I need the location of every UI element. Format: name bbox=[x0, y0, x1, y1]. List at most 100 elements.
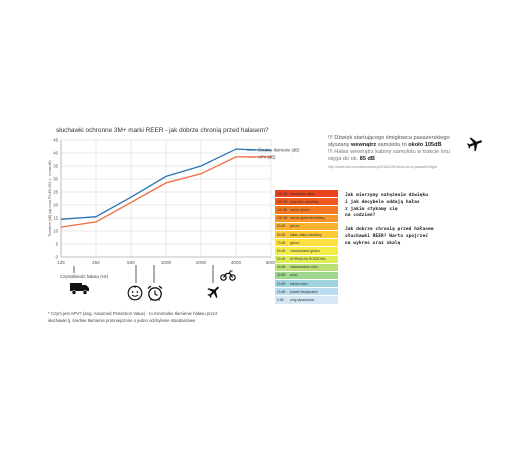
noise-scale-row: 40 dB umiarkowanie cicho bbox=[275, 263, 338, 272]
noise-scale-desc: próg bólu, szkodliwy bbox=[290, 199, 319, 204]
noise-scale-row: 30 dB cicho bbox=[275, 271, 338, 281]
baby-face-icon bbox=[127, 285, 143, 301]
data-point-2 bbox=[60, 226, 62, 228]
y-tick-label: 0 bbox=[56, 255, 59, 260]
footnote: * Czym jest APV? (ang. Assumed Protectio… bbox=[48, 311, 218, 325]
noise-scale-db: 50 dB bbox=[277, 257, 286, 262]
y-tick-label: 40 bbox=[53, 151, 58, 156]
data-point-2 bbox=[130, 202, 132, 203]
legend-label: Średnie tłumienie (dB) bbox=[258, 148, 300, 153]
legend-label: APV (dB) bbox=[258, 155, 276, 160]
data-point-2 bbox=[95, 221, 97, 223]
noise-scale-row: 130 dB przeraźliwy hałas bbox=[275, 190, 338, 199]
data-point-1 bbox=[235, 148, 237, 150]
noise-scale-desc: prawie niesłyszalne bbox=[290, 289, 318, 294]
note-line-4: sięga do ok. 85 dB bbox=[328, 156, 375, 162]
note-line-1: !!! Dźwięk startującego śmigłowca pasaże… bbox=[328, 135, 450, 141]
noise-scale-desc: cicho bbox=[290, 273, 298, 278]
data-point-1 bbox=[60, 218, 62, 220]
noise-scale-desc: bardzo głośno/szkodliwy bbox=[290, 216, 325, 221]
x-tick-label: 1000 bbox=[161, 260, 172, 265]
note-line-2: słyszany wewnątrz samolotu to około 105d… bbox=[328, 142, 442, 148]
airplane-icon bbox=[466, 137, 482, 152]
data-point-1 bbox=[165, 176, 167, 177]
noise-scale-desc: hałas, słabo szkodliwy bbox=[290, 232, 322, 237]
footnote-line: * Czym jest APV? (ang. Assumed Protectio… bbox=[48, 311, 218, 316]
noise-scale-row: 20 dB bardzo cicho bbox=[275, 280, 338, 289]
noise-scale-db: 40 dB bbox=[277, 265, 286, 270]
y-tick-label: 30 bbox=[53, 177, 58, 182]
noise-scale-row: 120 dB próg bólu, szkodliwy bbox=[275, 198, 338, 207]
alarm-clock-icon bbox=[147, 285, 163, 301]
noise-scale-db: 90 dB bbox=[277, 224, 286, 229]
noise-scale-row: 10 dB prawie niesłyszalne bbox=[275, 288, 338, 297]
note-line-2-bold-1: wewnątrz bbox=[351, 142, 377, 148]
data-point-2 bbox=[165, 182, 167, 184]
question-1: Jak mierzymy natężenie dźwięku i jak dec… bbox=[345, 193, 428, 220]
question-2-line: słuchawki REER? Warto spojrzeć bbox=[345, 233, 428, 239]
noise-scale-row: 70 dB głośno bbox=[275, 239, 338, 248]
x-tick-label: 250 bbox=[92, 260, 100, 265]
question-2-line: Jak dobrze chronią przed hałasem bbox=[345, 227, 434, 232]
note-line-2-prefix: słyszany bbox=[328, 142, 352, 148]
x-tick-label: 4000 bbox=[231, 260, 242, 265]
noise-scale-db: 10 dB bbox=[277, 289, 286, 294]
question-2: Jak dobrze chronią przed hałasem słuchaw… bbox=[345, 227, 434, 247]
y-tick-label: 25 bbox=[53, 190, 58, 195]
noise-scale-db: 80 dB bbox=[277, 232, 286, 237]
source-link[interactable]: http://www.bbc.com/future/story/20160226… bbox=[328, 165, 437, 169]
noise-scale-db: 60 dB bbox=[277, 248, 286, 253]
chart-title: słuchawki ochronne 3M+ marki REER - jak … bbox=[56, 127, 269, 134]
data-point-1 bbox=[95, 216, 97, 218]
x-tick-label: 125 bbox=[57, 260, 65, 265]
noise-scale-db: 30 dB bbox=[277, 273, 286, 278]
noise-scale-db: 110 dB bbox=[277, 207, 287, 212]
y-tick-label: 15 bbox=[53, 216, 58, 221]
data-point-2 bbox=[200, 173, 202, 175]
noise-scale: 130 dB przeraźliwy hałas 120 dB próg bólu, … bbox=[275, 190, 338, 305]
noise-scale-row: 110 dB bardzo głośno bbox=[275, 206, 338, 215]
noise-scale-db: 70 dB bbox=[277, 240, 286, 245]
note-line-2-bold-2: około 105dB bbox=[408, 142, 442, 148]
noise-scale-db: 120 dB bbox=[277, 199, 288, 204]
question-2-line: na wykres oraz skalę bbox=[345, 240, 401, 246]
noise-scale-db: 100 dB bbox=[277, 216, 288, 221]
note-line-4-bold: 85 dB bbox=[359, 156, 375, 162]
noise-scale-desc: głośno bbox=[290, 240, 300, 245]
noise-scale-db: 20 dB bbox=[277, 281, 286, 286]
question-1-line: z jakim stykamy się bbox=[345, 206, 398, 212]
note-line-4-prefix: sięga do ok. bbox=[328, 156, 360, 162]
noise-scale-row: 50 dB NORMALNA ROZMOWA bbox=[275, 255, 338, 264]
y-tick-label: 5 bbox=[56, 242, 59, 247]
noise-scale-row: 0 dB próg słyszalności bbox=[275, 296, 338, 305]
note-line-2-mid: samolotu to bbox=[376, 142, 409, 148]
x-tick-label: 500 bbox=[127, 260, 135, 265]
data-point-1 bbox=[270, 150, 272, 151]
noise-scale-row: 100 dB bardzo głośno/szkodliwy bbox=[275, 214, 338, 223]
truck-icon bbox=[70, 283, 89, 295]
y-axis-label: Tłumienie [dB] (wg norm PN-EN 352-1 : no… bbox=[48, 160, 52, 237]
data-point-1 bbox=[130, 196, 132, 198]
y-tick-label: 10 bbox=[53, 229, 58, 234]
noise-scale-desc: umiarkowanie cicho bbox=[290, 265, 318, 270]
question-1-line: na codzień? bbox=[345, 213, 376, 219]
noise-scale-db: 0 dB bbox=[277, 298, 284, 303]
noise-scale-desc: bardzo głośno bbox=[290, 207, 311, 212]
question-1-line: Jak mierzymy natężenie dźwięku bbox=[345, 193, 428, 198]
noise-scale-db: 130 dB bbox=[277, 191, 288, 196]
x-tick-label: 2000 bbox=[196, 260, 207, 265]
motorcycle-icon bbox=[220, 270, 236, 281]
noise-scale-row: 80 dB hałas, słabo szkodliwy bbox=[275, 230, 338, 240]
noise-scale-row: 90 dB głośno bbox=[275, 222, 338, 231]
y-tick-label: 35 bbox=[53, 164, 58, 169]
noise-scale-desc: przeraźliwy hałas bbox=[290, 191, 315, 196]
y-tick-label: 20 bbox=[53, 203, 58, 208]
noise-scale-desc: próg słyszalności bbox=[290, 298, 315, 303]
airplane-icon bbox=[207, 286, 219, 299]
noise-scale-desc: umiarkowanie głośno bbox=[290, 248, 320, 253]
x-tick-label: 8000 bbox=[266, 260, 277, 265]
noise-scale-row: 60 dB umiarkowanie głośno bbox=[275, 247, 338, 256]
question-1-line: i jak decybele oddają hałas bbox=[345, 199, 420, 205]
noise-scale-desc: bardzo cicho bbox=[290, 281, 309, 286]
